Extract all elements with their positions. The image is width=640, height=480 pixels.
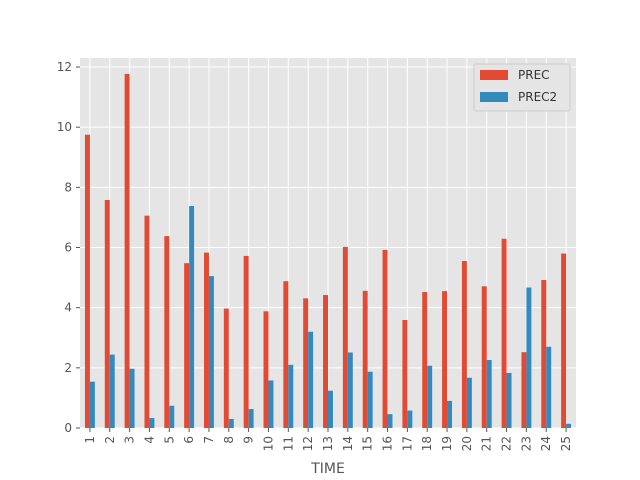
- bar-prec-14: [342, 246, 348, 428]
- bar-prec2-17: [407, 410, 413, 428]
- bar-prec2-13: [328, 390, 333, 428]
- x-tick-label: 13: [321, 436, 335, 451]
- bar-prec2-16: [387, 414, 393, 428]
- bar-prec-23: [521, 352, 527, 428]
- bar-prec2-5: [169, 405, 175, 428]
- legend-swatch-prec2: [480, 92, 508, 102]
- bar-prec2-6: [189, 206, 195, 428]
- x-axis-ticks: 1 2 3 4 5 6 7 8 9 10 11 12 13 14 15 16 17 18 19 20 21 22 23 24 2…: [83, 428, 573, 451]
- bar-prec-24: [541, 280, 547, 428]
- bar-prec2-11: [288, 364, 294, 428]
- bar-prec2-7: [208, 276, 214, 428]
- bar-prec2-21: [486, 360, 492, 428]
- bars: [84, 73, 572, 429]
- bar-prec2-2: [109, 354, 115, 428]
- y-tick-label: 2: [64, 361, 72, 375]
- bar-prec-8: [223, 308, 229, 428]
- y-axis-ticks: 0 2 4 6 8 10 12: [57, 60, 80, 435]
- x-tick-label: 8: [222, 436, 236, 444]
- bar-prec2-22: [506, 372, 512, 428]
- x-tick-label: 11: [281, 436, 295, 451]
- bar-prec-22: [501, 238, 507, 428]
- bar-prec2-25: [566, 423, 572, 428]
- x-tick-label: 9: [242, 436, 256, 444]
- bar-prec-19: [442, 291, 448, 428]
- bar-prec2-3: [129, 368, 135, 428]
- bar-prec-13: [323, 295, 328, 428]
- x-tick-label: 2: [103, 436, 117, 444]
- bar-prec2-4: [149, 418, 155, 428]
- bar-prec-21: [481, 286, 487, 428]
- bar-prec2-19: [447, 400, 452, 428]
- x-tick-label: 3: [123, 436, 137, 444]
- bar-prec-10: [263, 311, 269, 428]
- bar-prec-11: [283, 281, 289, 428]
- legend: PREC PREC2: [473, 63, 571, 112]
- bar-prec-7: [204, 252, 209, 428]
- bar-prec-9: [243, 255, 249, 428]
- bar-prec-4: [144, 215, 150, 428]
- y-tick-label: 4: [64, 301, 72, 315]
- y-tick-label: 6: [64, 241, 72, 255]
- bar-prec-1: [84, 134, 90, 428]
- x-tick-label: 21: [480, 436, 494, 451]
- x-tick-label: 24: [539, 436, 553, 451]
- legend-swatch-prec: [480, 70, 508, 80]
- x-tick-label: 25: [559, 436, 573, 451]
- bar-prec-15: [362, 290, 368, 428]
- bar-prec-17: [402, 320, 408, 428]
- bar-prec2-23: [526, 287, 532, 428]
- bar-prec2-24: [546, 346, 552, 428]
- bar-prec2-9: [248, 409, 254, 428]
- bar-prec2-15: [367, 371, 373, 428]
- y-tick-label: 0: [64, 421, 72, 435]
- bar-prec-18: [422, 292, 428, 428]
- legend-label-prec2: PREC2: [518, 90, 557, 104]
- x-tick-label: 18: [420, 436, 434, 451]
- bar-prec-2: [104, 199, 110, 428]
- y-tick-label: 10: [57, 120, 72, 134]
- bar-prec2-18: [427, 365, 433, 428]
- bar-prec-16: [382, 249, 388, 428]
- y-tick-label: 8: [64, 180, 72, 194]
- x-tick-label: 23: [519, 436, 533, 451]
- bar-prec-6: [184, 263, 190, 428]
- x-tick-label: 10: [261, 436, 275, 451]
- bar-prec-12: [303, 298, 309, 428]
- x-axis-title: TIME: [310, 461, 345, 477]
- x-tick-label: 12: [301, 436, 315, 451]
- bar-prec2-12: [308, 331, 314, 428]
- bar-prec2-14: [347, 352, 353, 428]
- x-tick-label: 22: [500, 436, 514, 451]
- x-tick-label: 19: [440, 436, 454, 451]
- bar-prec2-8: [228, 418, 234, 428]
- bar-prec2-1: [89, 381, 95, 428]
- x-tick-label: 4: [142, 436, 156, 444]
- bar-prec-3: [124, 73, 130, 429]
- x-tick-label: 16: [381, 436, 395, 451]
- y-tick-label: 12: [57, 60, 72, 74]
- x-tick-label: 5: [162, 436, 176, 444]
- bar-prec-25: [561, 253, 567, 428]
- bar-prec-20: [461, 261, 467, 428]
- x-tick-label: 1: [83, 436, 97, 444]
- bar-prec2-10: [268, 380, 274, 428]
- bar-prec-5: [164, 236, 170, 428]
- bar-prec2-20: [466, 377, 472, 428]
- x-tick-label: 20: [460, 436, 474, 451]
- x-tick-label: 15: [361, 436, 375, 451]
- x-tick-label: 7: [202, 436, 216, 444]
- x-tick-label: 6: [182, 436, 196, 444]
- x-tick-label: 17: [400, 436, 414, 451]
- legend-label-prec: PREC: [518, 68, 550, 82]
- x-tick-label: 14: [341, 436, 355, 451]
